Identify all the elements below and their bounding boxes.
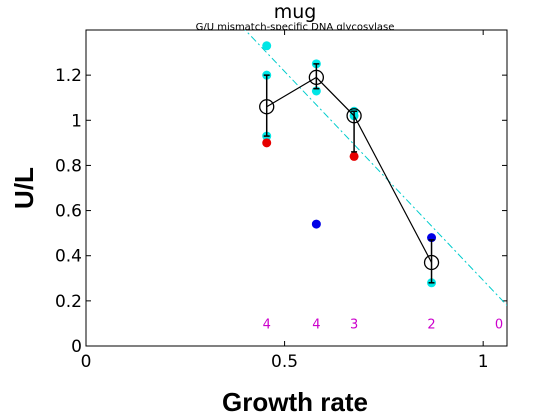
sample-count-label: 4 [263, 317, 271, 332]
data-point-red [349, 151, 359, 161]
x-tick-label: 0.5 [271, 352, 298, 372]
chart-subtitle: G/U mismatch-specific DNA glycosylase [196, 22, 395, 33]
mean-marker [259, 99, 275, 115]
mean-marker [308, 69, 325, 86]
y-tick-label: 0.2 [55, 292, 82, 312]
y-tick-label: 0.6 [55, 202, 82, 222]
mean-marker [346, 108, 362, 124]
data-point-cyan [262, 41, 272, 51]
x-axis-title: Growth rate [222, 387, 368, 417]
sample-count-label: 2 [427, 317, 435, 332]
y-axis-title: U/L [9, 167, 39, 209]
sample-count-label: 4 [312, 317, 320, 332]
y-tick-label: 1.2 [55, 66, 82, 86]
y-tick-label: 1 [71, 111, 82, 131]
data-point-blue [311, 219, 321, 229]
data-point-red [262, 138, 272, 148]
plot-area [85, 29, 508, 347]
y-tick-label: 0.4 [55, 247, 82, 267]
y-tick-label: 0.8 [55, 156, 82, 176]
chart-marks: 0 0.5 1 0 0.2 0.4 0.6 0.8 1 1.2 4 4 3 2 0 [55, 30, 507, 372]
mean-marker [423, 254, 440, 271]
fit-line [244, 30, 507, 306]
chart-title: mug [274, 1, 317, 23]
sample-count-label: 0 [495, 317, 503, 332]
x-tick-label: 0 [81, 352, 92, 372]
sample-count-label: 3 [350, 317, 358, 332]
y-tick-label: 0 [71, 337, 82, 357]
x-tick-label: 1 [478, 352, 489, 372]
mean-line [266, 76, 433, 263]
